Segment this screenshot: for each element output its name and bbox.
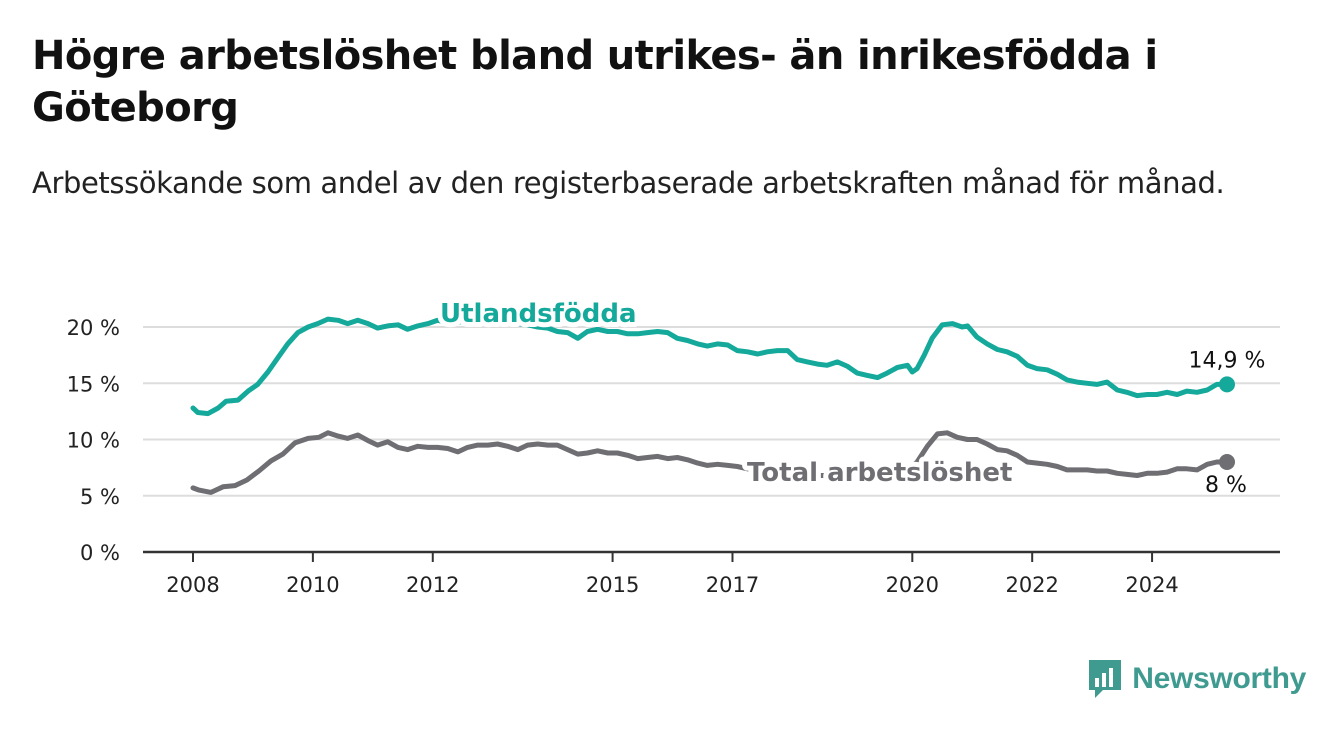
series-label-total: Total arbetslöshet (747, 458, 1012, 488)
series-line-total (190, 430, 1230, 495)
newsworthy-logo: Newsworthy (1086, 658, 1306, 700)
chart-subtitle: Arbetssökande som andel av den registerb… (32, 166, 1225, 200)
chart-title: Högre arbetslöshet bland utrikes- än inr… (32, 33, 1158, 131)
y-tick-label: 10 % (67, 429, 120, 453)
end-point-foreign-born (1219, 376, 1235, 393)
x-tick-label: 2022 (1005, 573, 1058, 597)
series-label-foreign-born: Utlandsfödda (440, 299, 637, 329)
y-tick-label: 0 % (80, 541, 120, 565)
x-tick-labels: 2008 2010 2012 2015 2017 2020 2022 2024 (166, 573, 1179, 597)
x-tick-label: 2020 (886, 573, 939, 597)
x-tick-label: 2010 (286, 573, 339, 597)
series-label-foreign-born-halo: Utlandsfödda (440, 299, 637, 329)
x-tick-label: 2015 (586, 573, 639, 597)
x-tick-label: 2008 (166, 573, 219, 597)
x-tick-label: 2012 (406, 573, 459, 597)
brand-name: Newsworthy (1132, 662, 1306, 695)
y-tick-label: 5 % (80, 485, 120, 509)
series-label-total-halo: Total arbetslöshet (747, 458, 1012, 488)
x-tick-label: 2017 (706, 573, 759, 597)
series-line-foreign-born (190, 314, 1230, 417)
x-axis (143, 550, 1280, 562)
end-point-total (1219, 454, 1235, 470)
y-tick-labels: 0 % 5 % 10 % 15 % 20 % (67, 316, 120, 565)
newsworthy-logo-icon (1089, 660, 1122, 698)
end-label-foreign-born: 14,9 % (1189, 348, 1266, 373)
series-lines (190, 314, 1235, 495)
end-label-total: 8 % (1205, 473, 1247, 498)
y-tick-label: 15 % (67, 372, 120, 396)
y-tick-label: 20 % (67, 316, 120, 340)
x-tick-label: 2024 (1125, 573, 1178, 597)
